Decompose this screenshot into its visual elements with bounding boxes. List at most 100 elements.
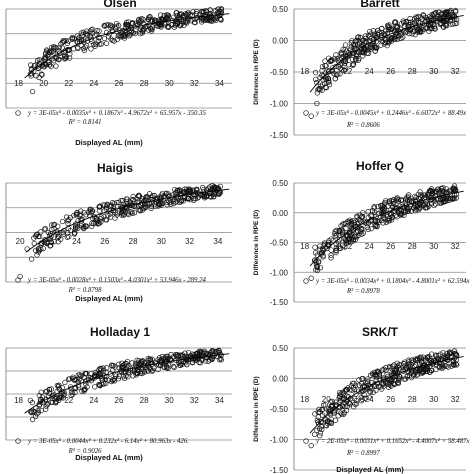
data-point — [29, 88, 36, 95]
data-point — [367, 389, 374, 395]
data-point — [425, 21, 432, 27]
data-point — [120, 373, 127, 380]
data-point — [35, 58, 41, 64]
panel-title: Holladay 1 — [90, 325, 150, 339]
data-point — [406, 21, 412, 28]
data-point — [418, 194, 424, 201]
data-point — [342, 244, 348, 250]
data-point — [109, 28, 115, 34]
data-point — [147, 14, 153, 20]
data-point — [325, 418, 331, 424]
data-point — [314, 100, 320, 107]
data-point — [50, 399, 56, 405]
data-point — [108, 36, 114, 42]
data-point — [94, 218, 101, 225]
data-point — [37, 396, 44, 402]
x-tick-label: 34 — [215, 79, 224, 88]
data-point — [120, 33, 126, 39]
data-point — [383, 364, 389, 371]
data-point — [122, 209, 129, 215]
data-point — [81, 210, 87, 216]
data-point — [41, 226, 48, 232]
legend-marker — [303, 278, 309, 284]
data-point — [418, 354, 424, 361]
data-point — [372, 48, 378, 54]
data-point — [51, 392, 57, 398]
data-point — [56, 44, 62, 51]
data-point — [60, 395, 67, 401]
y-axis-label: Difference in RPE (D) — [253, 376, 260, 441]
data-point — [96, 220, 102, 226]
data-point — [158, 12, 164, 18]
data-point — [319, 426, 325, 433]
y-tick-label: -0.50 — [270, 239, 289, 248]
data-point — [170, 363, 177, 370]
data-point — [333, 399, 339, 405]
data-point — [34, 410, 40, 417]
x-tick-label: 30 — [429, 242, 438, 251]
data-point — [378, 42, 384, 48]
data-point — [96, 204, 102, 210]
data-point — [31, 235, 37, 241]
data-point — [390, 200, 397, 207]
data-point — [135, 199, 141, 205]
x-tick-label: 20 — [16, 237, 25, 246]
data-point — [321, 402, 327, 408]
data-point — [164, 12, 170, 18]
data-point — [129, 28, 135, 34]
data-point — [320, 252, 326, 259]
data-point — [390, 371, 397, 377]
data-point — [342, 403, 348, 410]
data-point — [214, 15, 220, 21]
legend-marker — [303, 110, 309, 116]
data-point — [431, 202, 437, 209]
data-point — [447, 18, 453, 24]
data-point — [401, 28, 407, 34]
data-point — [382, 39, 389, 46]
data-point — [421, 12, 427, 19]
data-point — [135, 17, 142, 23]
data-point — [182, 11, 188, 17]
data-point — [344, 393, 350, 399]
data-point — [210, 348, 217, 355]
data-point — [107, 208, 113, 214]
data-point — [115, 376, 122, 382]
x-tick-label: 30 — [165, 79, 174, 88]
legend-marker — [15, 110, 21, 116]
data-point — [170, 198, 177, 205]
data-point — [141, 369, 148, 375]
data-point — [61, 38, 68, 44]
data-point — [72, 389, 78, 396]
data-point — [72, 224, 79, 231]
x-tick-label: 26 — [100, 237, 109, 246]
data-point — [53, 400, 59, 406]
data-point — [349, 380, 356, 387]
x-tick-label: 18 — [300, 242, 309, 251]
data-point — [71, 36, 77, 42]
data-point — [328, 419, 334, 426]
data-point — [339, 67, 345, 73]
data-point — [68, 392, 74, 399]
y-tick-label: -1.00 — [270, 268, 289, 277]
data-point — [412, 208, 419, 214]
data-point — [108, 202, 115, 209]
data-point — [116, 364, 122, 371]
data-point — [341, 390, 347, 397]
data-point — [442, 11, 448, 17]
data-point — [176, 199, 182, 205]
data-point — [125, 211, 132, 218]
data-point — [360, 383, 366, 389]
panel-title: Haigis — [97, 161, 133, 175]
x-axis-label: Displayed AL (mm) — [336, 465, 404, 474]
data-point — [103, 29, 110, 36]
data-point — [416, 28, 423, 35]
data-point — [452, 21, 458, 27]
data-point — [314, 267, 321, 273]
data-point — [332, 233, 338, 239]
data-point — [209, 183, 215, 189]
data-point — [103, 217, 110, 223]
data-point — [89, 220, 95, 227]
data-point — [343, 225, 349, 232]
data-point — [130, 373, 136, 379]
